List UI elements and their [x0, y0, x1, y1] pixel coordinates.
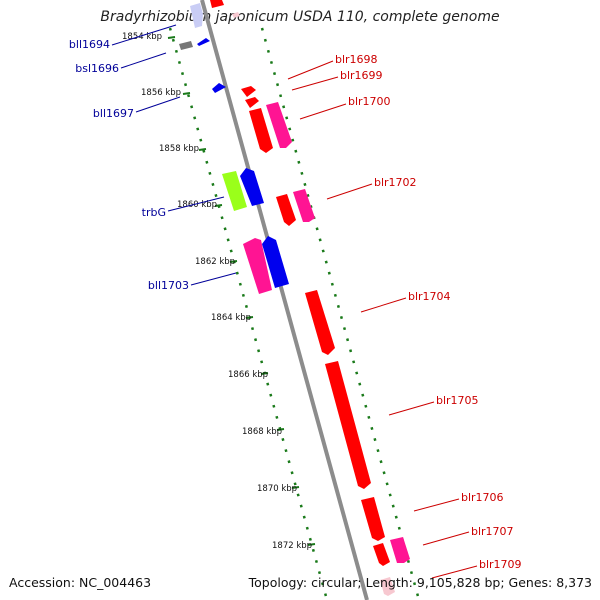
- gene-blr1704[interactable]: [305, 290, 335, 355]
- leader-blr1704: [360, 297, 407, 313]
- gene-blr1707[interactable]: [373, 543, 390, 566]
- gene-blr1702-pink[interactable]: [293, 189, 315, 222]
- leader-blr1698: [287, 60, 334, 80]
- tick-label: 1860 kbp: [177, 200, 217, 210]
- label-blr1709[interactable]: blr1709: [479, 558, 522, 571]
- label-blr1699[interactable]: blr1699: [340, 69, 383, 82]
- forward-track-guide: [260, 27, 421, 600]
- leader-blr1700: [299, 103, 347, 120]
- label-blr1698[interactable]: blr1698: [335, 53, 378, 66]
- scale-ticks: [167, 36, 316, 546]
- label-blr1705[interactable]: blr1705: [436, 394, 479, 407]
- gene-trbG[interactable]: [240, 168, 264, 206]
- label-blr1700[interactable]: blr1700: [348, 95, 391, 108]
- leader-blr1699: [291, 76, 339, 91]
- tick-mark: [307, 543, 316, 546]
- gene-bll1703-pink[interactable]: [243, 238, 272, 294]
- tick-mark: [214, 204, 223, 207]
- gene-blr1700-pink[interactable]: [266, 102, 292, 148]
- tick-label: 1864 kbp: [211, 313, 251, 323]
- gene-top-red[interactable]: [210, 0, 224, 8]
- leader-bll1703: [190, 272, 237, 286]
- gene-bsl1696-gray[interactable]: [179, 41, 193, 50]
- gene-blr1705[interactable]: [325, 361, 371, 489]
- label-bll1703[interactable]: bll1703: [148, 279, 189, 292]
- leader-blr1709: [431, 565, 478, 579]
- tick-label: 1854 kbp: [122, 32, 162, 42]
- leader-blr1702: [326, 183, 373, 200]
- leader-blr1705: [388, 401, 435, 416]
- gene-bll1694[interactable]: [190, 3, 203, 28]
- gene-bll1703[interactable]: [262, 236, 289, 288]
- tick-label: 1870 kbp: [257, 484, 297, 494]
- leader-bll1694: [111, 24, 177, 46]
- tick-mark: [167, 36, 176, 39]
- accession-text: Accession: NC_004463: [9, 575, 152, 590]
- tick-mark: [291, 486, 300, 489]
- gene-blr1706[interactable]: [361, 497, 385, 541]
- genome-summary-text: Topology: circular; Length: 9,105,828 bp…: [248, 575, 592, 590]
- gene-blr1698[interactable]: [241, 86, 256, 97]
- genome-backbone: [200, 0, 369, 600]
- label-bsl1696[interactable]: bsl1696: [75, 62, 119, 75]
- gene-trbG-lime[interactable]: [222, 171, 247, 211]
- tick-label: 1856 kbp: [141, 88, 181, 98]
- tick-label: 1868 kbp: [242, 427, 282, 437]
- label-blr1702[interactable]: blr1702: [374, 176, 417, 189]
- gene-top-faded[interactable]: [232, 12, 240, 18]
- gene-blr1702[interactable]: [276, 194, 296, 226]
- label-trbG[interactable]: trbG: [142, 206, 166, 219]
- tick-mark: [276, 428, 285, 431]
- label-blr1706[interactable]: blr1706: [461, 491, 504, 504]
- gene-bsl1696[interactable]: [197, 38, 210, 46]
- leader-bsl1696: [120, 52, 167, 69]
- tick-label: 1866 kbp: [228, 370, 268, 380]
- gene-blr1709[interactable]: [380, 577, 395, 596]
- tick-mark: [182, 92, 191, 95]
- leader-trbG: [167, 196, 225, 212]
- gene-blr1699[interactable]: [245, 97, 259, 108]
- label-bll1694[interactable]: bll1694: [69, 38, 110, 51]
- gene-bll1697[interactable]: [212, 83, 226, 93]
- reverse-leaders: [111, 24, 237, 286]
- gene-blr1707-pink[interactable]: [390, 537, 410, 563]
- leader-bll1697: [135, 96, 181, 113]
- tick-label: 1862 kbp: [195, 257, 235, 267]
- tick-mark: [260, 372, 269, 375]
- leader-blr1707: [422, 531, 470, 546]
- tick-mark: [245, 316, 254, 319]
- label-bll1697[interactable]: bll1697: [93, 107, 134, 120]
- label-blr1707[interactable]: blr1707: [471, 525, 514, 538]
- forward-leaders: [287, 60, 478, 579]
- tick-mark: [229, 260, 238, 263]
- label-blr1704[interactable]: blr1704: [408, 290, 451, 303]
- gene-blr1700[interactable]: [249, 108, 273, 153]
- tick-mark: [198, 148, 207, 151]
- leader-blr1706: [413, 498, 460, 512]
- tick-label: 1872 kbp: [272, 541, 312, 551]
- tick-label: 1858 kbp: [159, 144, 199, 154]
